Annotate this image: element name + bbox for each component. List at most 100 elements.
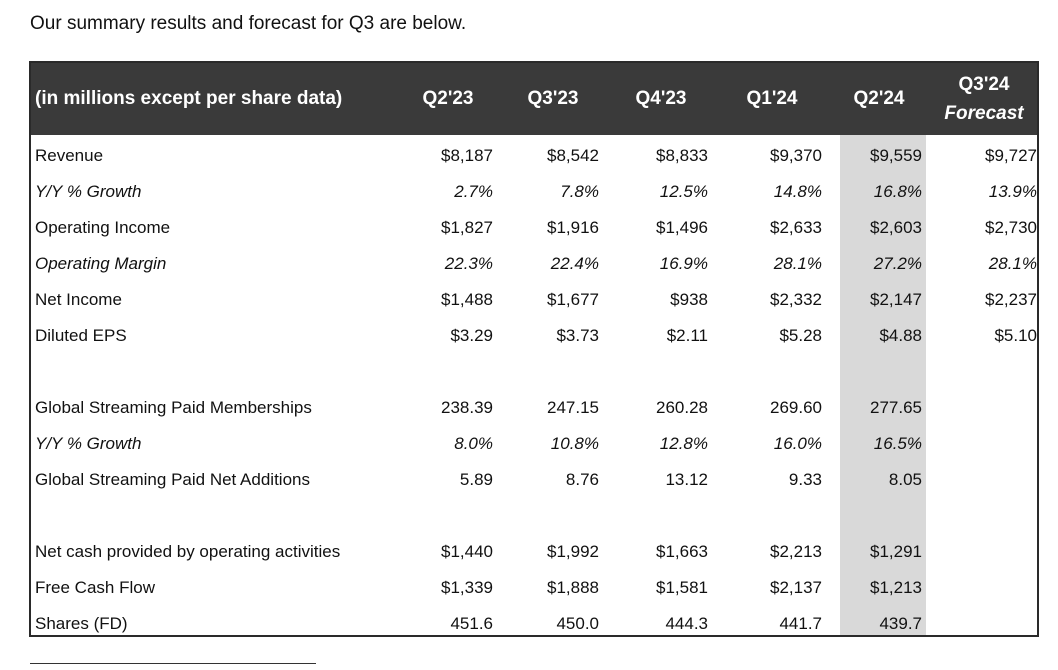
table-cell: $9,727: [985, 146, 1037, 165]
row-label: Revenue: [35, 146, 104, 165]
footnote-divider: [30, 663, 316, 664]
table-cell: 16.8%: [873, 182, 922, 201]
table-cell: $2,730: [985, 218, 1037, 237]
table-cell: 12.8%: [659, 434, 708, 453]
column-header-q2-24: Q2'24: [853, 88, 905, 109]
table-cell: $938: [670, 290, 708, 309]
column-header-q2-23: Q2'23: [422, 88, 474, 109]
table-row: Operating Margin 22.3% 22.4% 16.9% 28.1% 27.2…: [31, 247, 1037, 283]
table-cell: 16.5%: [873, 434, 922, 453]
table-cell: $1,496: [656, 218, 708, 237]
row-label: Net Income: [35, 290, 122, 309]
table-cell: $2,603: [870, 218, 922, 237]
forecast-quarter: Q3'24: [958, 74, 1010, 95]
table-cell: 269.60: [770, 398, 822, 417]
table-row: Global Streaming Paid Net Additions 5.89 8…: [31, 463, 1037, 499]
table-row: Revenue $8,187 $8,542 $8,833 $9,370 $9,559 $9,…: [31, 139, 1037, 175]
table-cell: 444.3: [665, 614, 708, 633]
table-cell: 277.65: [870, 398, 922, 417]
table-cell: 27.2%: [873, 254, 922, 273]
table-cell: 22.3%: [444, 254, 493, 273]
table-cell: 14.8%: [773, 182, 822, 201]
table-cell: $1,888: [547, 578, 599, 597]
table-cell: 439.7: [879, 614, 922, 633]
table-row: Shares (FD) 451.6 450.0 444.3 441.7 439.7: [31, 607, 1037, 643]
table-cell: $8,833: [656, 146, 708, 165]
table-cell: 247.15: [547, 398, 599, 417]
table-cell: $9,370: [770, 146, 822, 165]
header-label: (in millions except per share data): [35, 88, 343, 109]
table-cell: 28.1%: [773, 254, 822, 273]
row-label: Global Streaming Paid Net Additions: [35, 470, 310, 489]
table-cell: $1,992: [547, 542, 599, 561]
table-cell: $1,440: [441, 542, 493, 561]
table-cell: $1,213: [870, 578, 922, 597]
table-cell: 8.76: [565, 470, 599, 489]
row-label: Operating Margin: [35, 254, 167, 273]
table-cell: $3.29: [450, 326, 493, 345]
table-cell: $1,291: [870, 542, 922, 561]
table-cell: $9,559: [870, 146, 922, 165]
table-row: Y/Y % Growth 8.0% 10.8% 12.8% 16.0% 16.5%: [31, 427, 1037, 463]
table-cell: $1,827: [441, 218, 493, 237]
table-cell: 260.28: [656, 398, 708, 417]
row-label: Global Streaming Paid Memberships: [35, 398, 312, 417]
table-row: Diluted EPS $3.29 $3.73 $2.11 $5.28 $4.88 $5.1…: [31, 319, 1037, 355]
table-cell: $5.10: [994, 326, 1037, 345]
row-label: Shares (FD): [35, 614, 128, 633]
table-cell: 450.0: [556, 614, 599, 633]
table-row: Free Cash Flow $1,339 $1,888 $1,581 $2,137 $1…: [31, 571, 1037, 607]
table-header: (in millions except per share data) Q2'2…: [31, 63, 1037, 135]
table-cell: $1,663: [656, 542, 708, 561]
row-label: Y/Y % Growth: [35, 434, 142, 453]
column-header-q4-23: Q4'23: [635, 88, 687, 109]
table-cell: 2.7%: [454, 182, 493, 201]
table-cell: $3.73: [556, 326, 599, 345]
table-cell: $1,488: [441, 290, 493, 309]
shaded-column-q2-24: [840, 135, 926, 635]
intro-text: Our summary results and forecast for Q3 …: [30, 13, 467, 34]
table-cell: $4.88: [879, 326, 922, 345]
column-header-forecast: Q3'24 Forecast: [936, 63, 1032, 135]
table-cell: 7.8%: [560, 182, 599, 201]
table-row: Operating Income $1,827 $1,916 $1,496 $2,633…: [31, 211, 1037, 247]
table-cell: $1,339: [441, 578, 493, 597]
row-label: Net cash provided by operating activitie…: [35, 542, 341, 561]
table-cell: 9.33: [788, 470, 822, 489]
table-cell: $1,581: [656, 578, 708, 597]
table-cell: $2,332: [770, 290, 822, 309]
table-cell: 28.1%: [988, 254, 1037, 273]
table-cell: $2,213: [770, 542, 822, 561]
table-row: Y/Y % Growth 2.7% 7.8% 12.5% 14.8% 16.8% 13.9%: [31, 175, 1037, 211]
table-cell: 5.89: [459, 470, 493, 489]
table-cell: 16.9%: [659, 254, 708, 273]
column-header-q1-24: Q1'24: [746, 88, 798, 109]
table-cell: $1,677: [547, 290, 599, 309]
table-cell: $1,916: [547, 218, 599, 237]
table-cell: $8,187: [441, 146, 493, 165]
table-cell: 10.8%: [550, 434, 599, 453]
table-cell: $8,542: [547, 146, 599, 165]
table-row: Net cash provided by operating activitie…: [31, 535, 1037, 571]
row-label: Y/Y % Growth: [35, 182, 142, 201]
table-cell: 441.7: [779, 614, 822, 633]
table-cell: $2,137: [770, 578, 822, 597]
table-cell: $2,237: [985, 290, 1037, 309]
table-cell: 13.12: [665, 470, 708, 489]
row-label: Free Cash Flow: [35, 578, 155, 597]
table-cell: 13.9%: [988, 182, 1037, 201]
row-label: Operating Income: [35, 218, 171, 237]
table-cell: 451.6: [450, 614, 493, 633]
financial-summary-table: (in millions except per share data) Q2'2…: [29, 61, 1039, 637]
table-cell: 238.39: [441, 398, 493, 417]
row-label: Diluted EPS: [35, 326, 127, 345]
table-cell: 8.0%: [454, 434, 493, 453]
table-cell: 16.0%: [773, 434, 822, 453]
table-cell: 22.4%: [550, 254, 599, 273]
table-cell: $5.28: [779, 326, 822, 345]
table-cell: $2.11: [666, 326, 708, 345]
table-row: Net Income $1,488 $1,677 $938 $2,332 $2,147 $2…: [31, 283, 1037, 319]
forecast-label: Forecast: [944, 103, 1024, 124]
table-cell: 12.5%: [659, 182, 708, 201]
table-row: Global Streaming Paid Memberships 238.39 2…: [31, 391, 1037, 427]
